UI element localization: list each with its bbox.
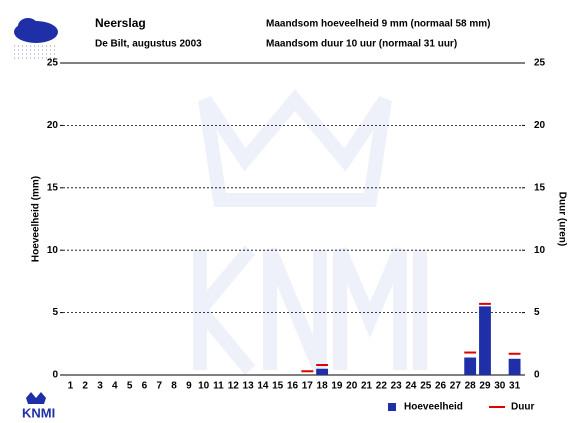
x-tick-label: 29 xyxy=(479,381,491,392)
y-tick-label: 10 xyxy=(47,245,59,256)
x-tick-label: 8 xyxy=(171,381,177,392)
y-tick-label: 0 xyxy=(52,370,58,381)
x-tick-label: 12 xyxy=(228,381,240,392)
x-tick-label: 21 xyxy=(361,381,373,392)
y2-tick-label: 0 xyxy=(534,370,540,381)
watermark xyxy=(193,89,427,375)
x-tick-label: 16 xyxy=(287,381,299,392)
y-tick-label: 5 xyxy=(52,307,58,318)
y-tick-label: 25 xyxy=(47,58,59,69)
x-tick-label: 6 xyxy=(142,381,148,392)
legend-label: Hoeveelheid xyxy=(404,402,463,413)
x-tick-label: 17 xyxy=(302,381,314,392)
x-tick-label: 2 xyxy=(82,381,88,392)
legend-swatch xyxy=(388,403,396,411)
x-tick-label: 1 xyxy=(68,381,74,392)
y2-tick-label: 5 xyxy=(534,307,540,318)
x-tick-label: 13 xyxy=(243,381,255,392)
annotation: Maandsom duur 10 uur (normaal 31 uur) xyxy=(266,39,457,50)
bar xyxy=(316,368,329,375)
y2-tick-label: 10 xyxy=(534,245,546,256)
x-tick-label: 28 xyxy=(465,381,477,392)
x-tick-label: 31 xyxy=(509,381,521,392)
bar xyxy=(508,358,521,375)
x-tick-label: 20 xyxy=(346,381,358,392)
x-tick-label: 3 xyxy=(97,381,103,392)
subtitle: De Bilt, augustus 2003 xyxy=(95,39,202,50)
rain-icon xyxy=(14,18,58,59)
x-tick-label: 11 xyxy=(213,381,224,392)
x-tick-label: 4 xyxy=(112,381,118,392)
x-tick-label: 22 xyxy=(376,381,388,392)
x-tick-label: 19 xyxy=(331,381,343,392)
x-tick-label: 14 xyxy=(257,381,269,392)
knmi-logo xyxy=(26,392,46,404)
x-tick-label: 5 xyxy=(127,381,133,392)
annotation: Maandsom hoeveelheid 9 mm (normaal 58 mm… xyxy=(266,19,491,30)
x-tick-label: 15 xyxy=(272,381,284,392)
x-tick-label: 23 xyxy=(391,381,403,392)
logo-text: KNMI xyxy=(22,405,55,420)
y-axis-label: Hoeveelheid (mm) xyxy=(31,176,42,262)
y2-tick-label: 25 xyxy=(534,58,546,69)
y-tick-label: 20 xyxy=(47,120,59,131)
x-tick-label: 7 xyxy=(156,381,162,392)
y-tick-label: 15 xyxy=(47,182,59,193)
x-tick-label: 26 xyxy=(435,381,447,392)
x-tick-label: 18 xyxy=(317,381,329,392)
x-tick-label: 9 xyxy=(186,381,192,392)
x-tick-label: 27 xyxy=(450,381,462,392)
x-tick-label: 25 xyxy=(420,381,432,392)
y2-tick-label: 20 xyxy=(534,120,546,131)
x-tick-label: 30 xyxy=(494,381,506,392)
chart-title: Neerslag xyxy=(95,16,146,30)
x-tick-label: 24 xyxy=(405,381,417,392)
y2-tick-label: 15 xyxy=(534,182,546,193)
bar xyxy=(479,306,491,375)
bar xyxy=(464,357,477,375)
legend-label: Duur xyxy=(511,402,534,413)
y2-axis-label: Duur (uren) xyxy=(556,192,567,246)
x-tick-label: 10 xyxy=(198,381,210,392)
